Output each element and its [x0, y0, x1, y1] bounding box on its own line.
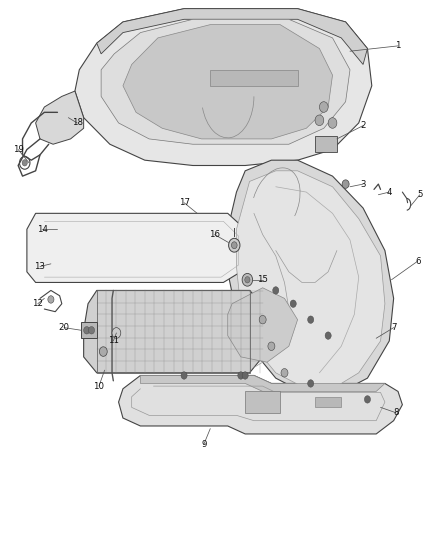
Polygon shape — [35, 91, 84, 144]
Text: 10: 10 — [93, 382, 104, 391]
Polygon shape — [27, 213, 250, 282]
Text: 7: 7 — [391, 323, 396, 332]
Circle shape — [231, 242, 237, 249]
Circle shape — [259, 316, 266, 324]
Circle shape — [281, 368, 288, 377]
Circle shape — [48, 296, 54, 303]
Circle shape — [230, 78, 243, 93]
Text: 9: 9 — [201, 440, 206, 449]
Text: 4: 4 — [386, 188, 392, 197]
Text: 11: 11 — [108, 336, 119, 345]
Text: 5: 5 — [417, 190, 423, 199]
Circle shape — [224, 71, 249, 101]
Polygon shape — [97, 9, 367, 64]
Polygon shape — [101, 19, 350, 144]
Polygon shape — [84, 290, 267, 373]
Polygon shape — [123, 25, 332, 139]
Text: 14: 14 — [37, 225, 48, 234]
Text: 1: 1 — [395, 42, 401, 51]
Polygon shape — [237, 171, 385, 389]
Circle shape — [268, 342, 275, 351]
Circle shape — [315, 115, 324, 126]
Circle shape — [181, 372, 187, 379]
Polygon shape — [228, 288, 297, 362]
Circle shape — [245, 277, 250, 283]
Circle shape — [88, 327, 95, 334]
Circle shape — [238, 372, 244, 379]
Text: 16: 16 — [209, 230, 220, 239]
Text: 6: 6 — [415, 257, 420, 265]
Circle shape — [22, 160, 27, 166]
Text: 8: 8 — [393, 408, 399, 417]
Circle shape — [307, 316, 314, 324]
Circle shape — [328, 118, 337, 128]
Text: 12: 12 — [32, 299, 43, 308]
Circle shape — [242, 372, 248, 379]
Circle shape — [290, 300, 296, 308]
Circle shape — [229, 238, 240, 252]
Polygon shape — [75, 9, 372, 165]
Circle shape — [307, 379, 314, 387]
Polygon shape — [81, 322, 97, 338]
Text: 19: 19 — [13, 145, 24, 154]
Text: 17: 17 — [179, 198, 190, 207]
Circle shape — [147, 94, 160, 110]
Text: 13: 13 — [35, 262, 46, 271]
Circle shape — [99, 347, 107, 357]
Circle shape — [342, 180, 349, 188]
Text: 18: 18 — [71, 118, 83, 127]
Circle shape — [112, 328, 121, 338]
Circle shape — [325, 332, 331, 340]
Circle shape — [174, 85, 194, 108]
Circle shape — [364, 395, 371, 403]
Text: 15: 15 — [257, 275, 268, 284]
Polygon shape — [210, 70, 297, 86]
Polygon shape — [228, 160, 394, 394]
Polygon shape — [315, 136, 337, 152]
Circle shape — [84, 327, 90, 334]
Circle shape — [319, 102, 328, 112]
Polygon shape — [141, 375, 385, 391]
Text: 3: 3 — [360, 180, 366, 189]
Circle shape — [273, 287, 279, 294]
Circle shape — [242, 273, 253, 286]
Polygon shape — [315, 397, 341, 407]
Text: 20: 20 — [59, 323, 70, 332]
Polygon shape — [245, 391, 280, 413]
Polygon shape — [119, 375, 403, 434]
Text: 2: 2 — [360, 121, 366, 130]
